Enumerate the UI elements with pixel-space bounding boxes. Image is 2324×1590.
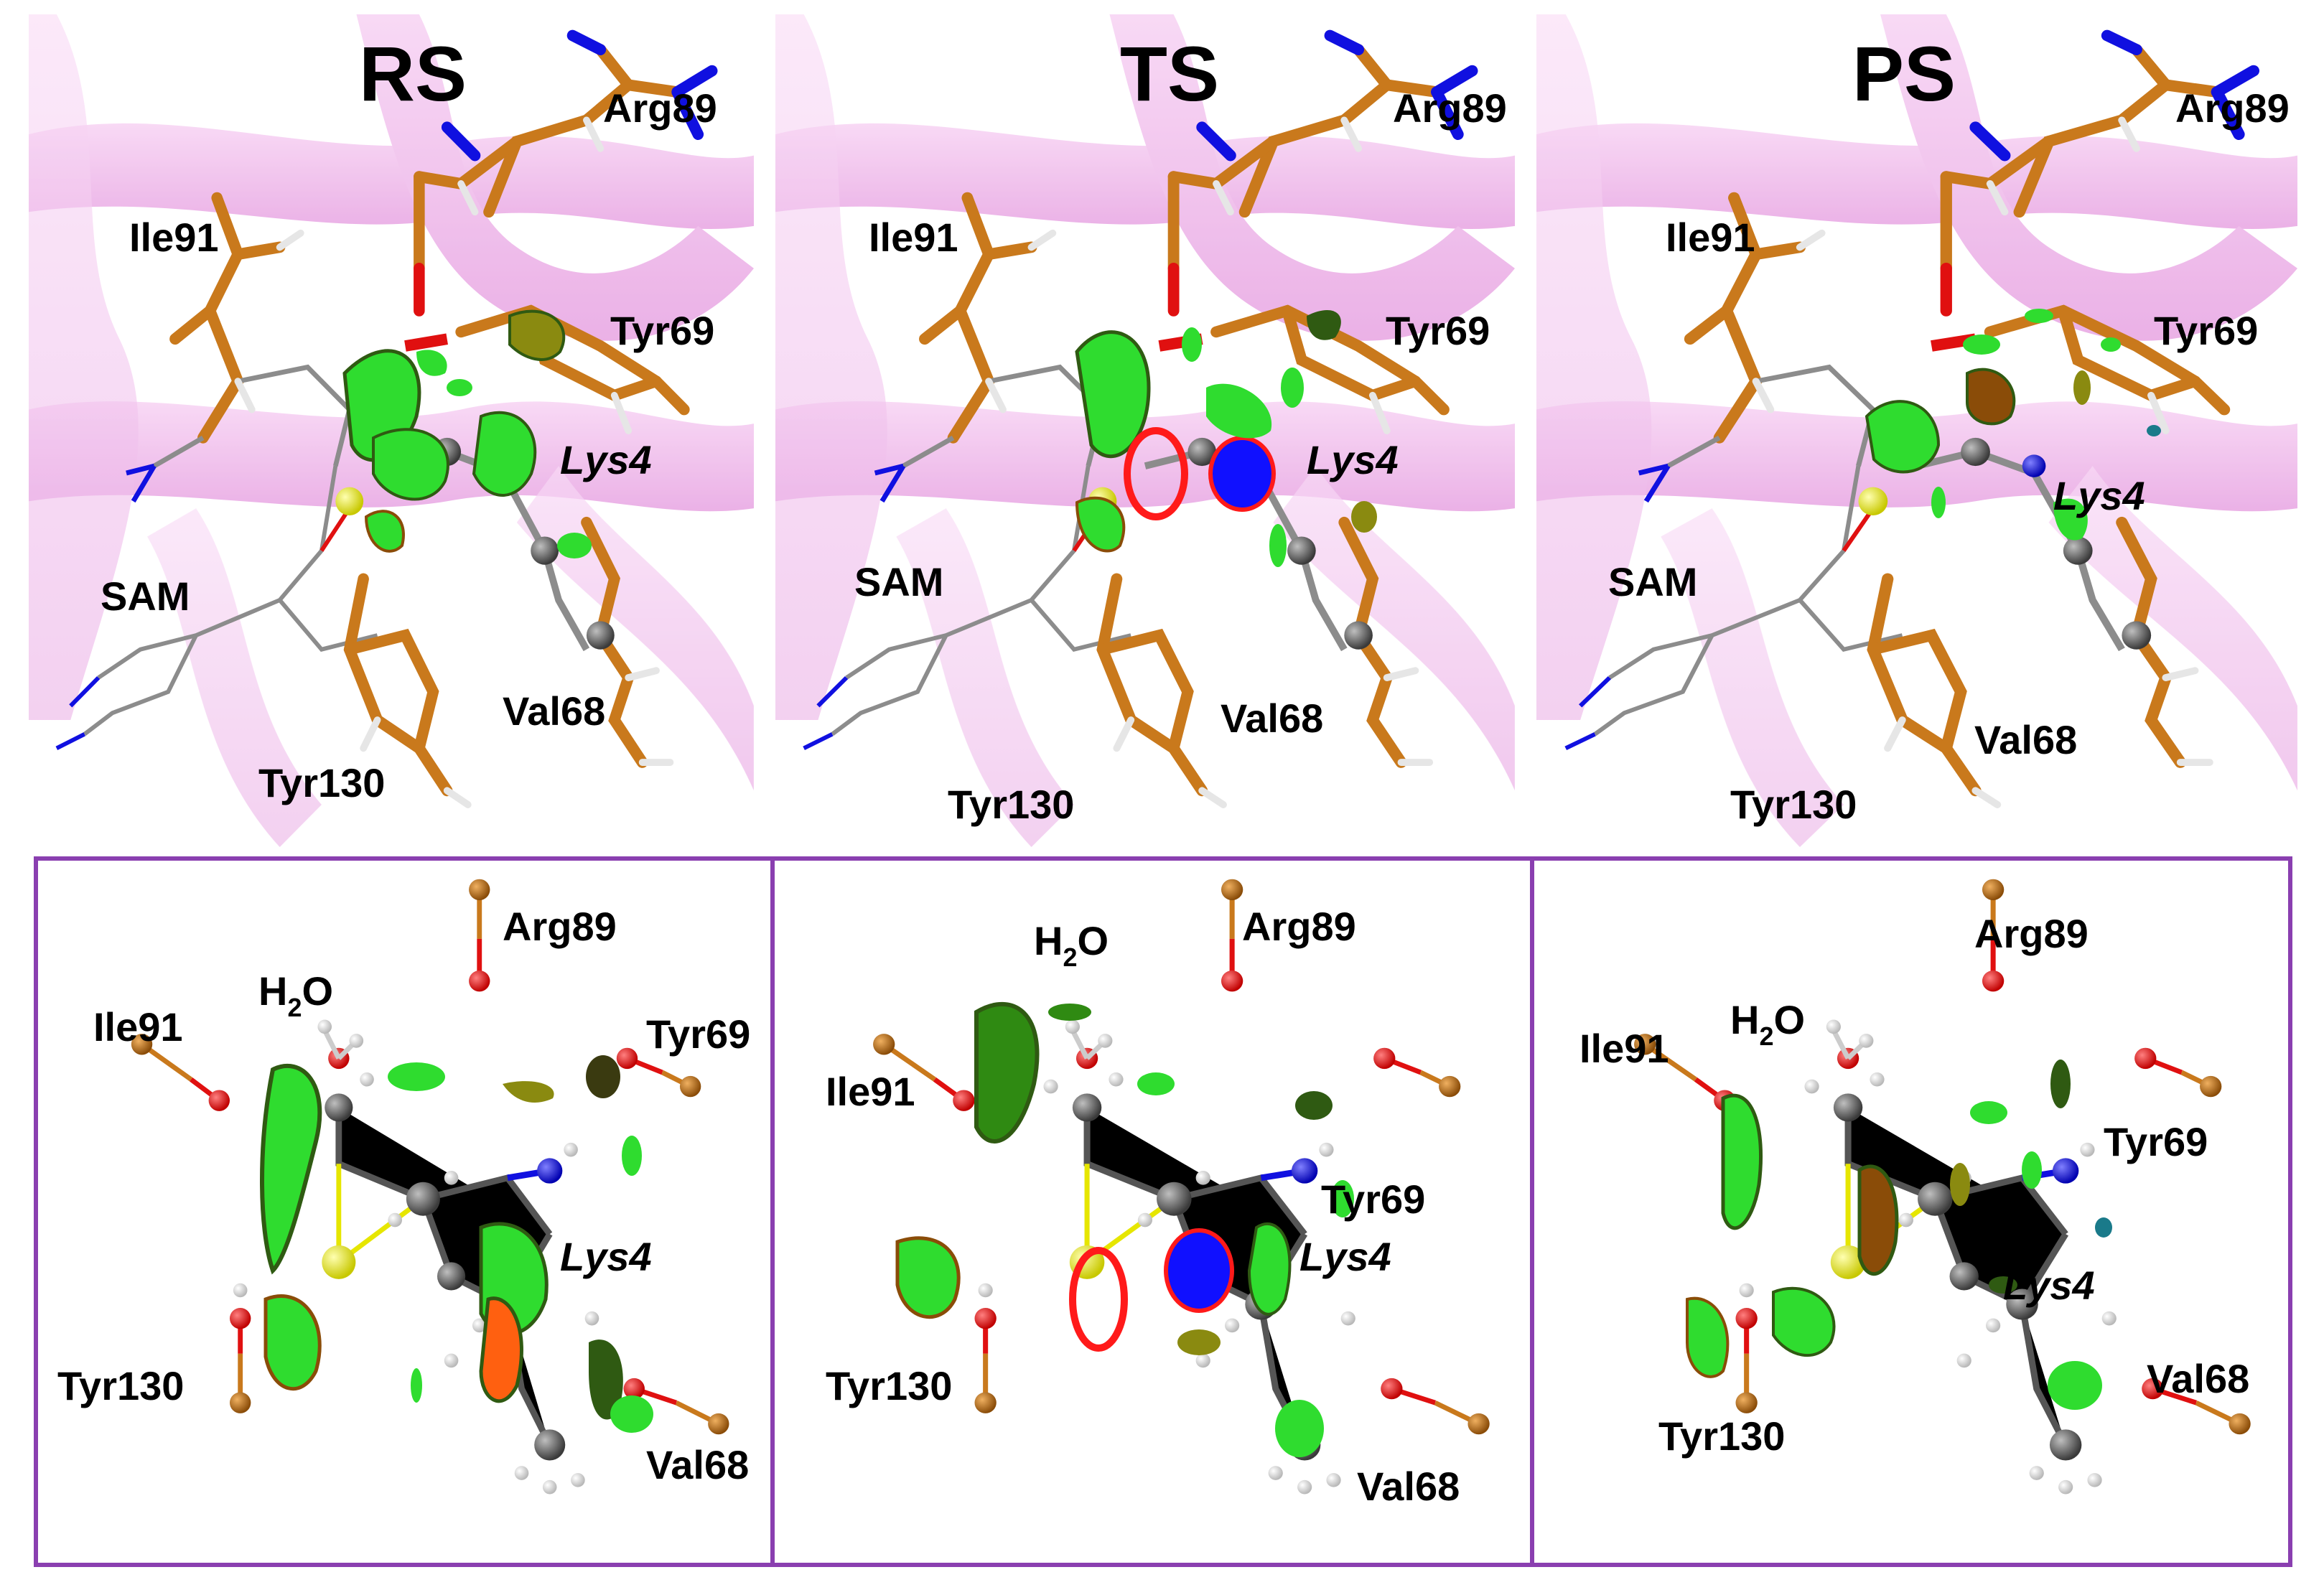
label-sam: SAM [101, 574, 190, 619]
label-tyr69: Tyr69 [610, 308, 714, 353]
label-h2o: H2O [1034, 918, 1109, 972]
state-label-ts: TS [1120, 30, 1219, 117]
label-tyr130: Tyr130 [1730, 782, 1857, 827]
label-lys4: Lys4 [2003, 1263, 2095, 1308]
label-lys4: Lys4 [1299, 1234, 1391, 1279]
label-lys4: Lys4 [560, 1234, 652, 1279]
label-ile91: Ile91 [93, 1004, 183, 1049]
label-arg89: Arg89 [1242, 904, 1356, 949]
label-sam: SAM [854, 559, 943, 604]
label-ile91: Ile91 [826, 1069, 915, 1114]
label-tyr69: Tyr69 [1386, 308, 1490, 353]
nci-isosurfaces [260, 1055, 653, 1433]
label-val68: Val68 [503, 688, 605, 734]
bottom-panel-ts: Arg89 H2O Ile91 Tyr69 Lys4 Tyr130 Val68 [826, 879, 1490, 1509]
label-tyr130: Tyr130 [826, 1363, 952, 1408]
label-tyr130: Tyr130 [1658, 1413, 1785, 1459]
label-arg89: Arg89 [1974, 911, 2089, 956]
label-arg89: Arg89 [1393, 85, 1507, 131]
label-lys4: Lys4 [560, 437, 652, 482]
label-arg89: Arg89 [603, 85, 717, 131]
label-val68: Val68 [1357, 1464, 1460, 1509]
bottom-frame [34, 856, 2292, 1567]
bottom-panel-rs: Arg89 H2O Ile91 Tyr69 Lys4 Tyr130 Val68 [57, 879, 750, 1495]
label-arg89: Arg89 [2175, 85, 2290, 131]
label-ile91: Ile91 [1666, 215, 1755, 260]
nci-isosurfaces [895, 1001, 1354, 1457]
label-lys4: Lys4 [2053, 473, 2145, 518]
label-tyr69: Tyr69 [2104, 1119, 2208, 1164]
label-sam: SAM [1608, 559, 1697, 604]
label-val68: Val68 [646, 1442, 749, 1487]
top-panel-rs: RS Arg89 Ile91 Tyr69 Lys4 SAM Val68 Tyr1… [29, 14, 754, 847]
label-arg89: Arg89 [503, 904, 617, 949]
nci-isosurfaces [1865, 309, 2161, 541]
label-ile91: Ile91 [129, 215, 219, 260]
state-label-rs: RS [359, 30, 467, 117]
label-tyr69: Tyr69 [646, 1011, 750, 1057]
nci-isosurfaces [342, 309, 592, 558]
label-ile91: Ile91 [1579, 1026, 1669, 1071]
label-ile91: Ile91 [869, 215, 958, 260]
label-lys4: Lys4 [1307, 437, 1399, 482]
label-tyr130: Tyr130 [258, 760, 385, 805]
bottom-panel-ps: Arg89 H2O Ile91 Tyr69 Lys4 Tyr130 Val68 [1579, 879, 2251, 1495]
label-val68: Val68 [1221, 696, 1323, 741]
top-panel-ts: TS Arg89 Ile91 Tyr69 Lys4 SAM Val68 Tyr1… [775, 14, 1515, 847]
nci-isosurfaces [1686, 1060, 2112, 1410]
state-label-ps: PS [1852, 30, 1956, 117]
label-tyr130: Tyr130 [948, 782, 1074, 827]
label-h2o: H2O [258, 968, 333, 1022]
label-tyr69: Tyr69 [1321, 1177, 1425, 1222]
label-val68: Val68 [1974, 717, 2077, 762]
label-tyr69: Tyr69 [2154, 308, 2258, 353]
label-val68: Val68 [2147, 1356, 2249, 1401]
label-h2o: H2O [1730, 997, 1805, 1051]
top-panel-ps: PS Arg89 Ile91 Tyr69 Lys4 SAM Val68 Tyr1… [1536, 14, 2297, 847]
label-tyr130: Tyr130 [57, 1363, 184, 1408]
nci-isosurfaces [1075, 309, 1377, 567]
